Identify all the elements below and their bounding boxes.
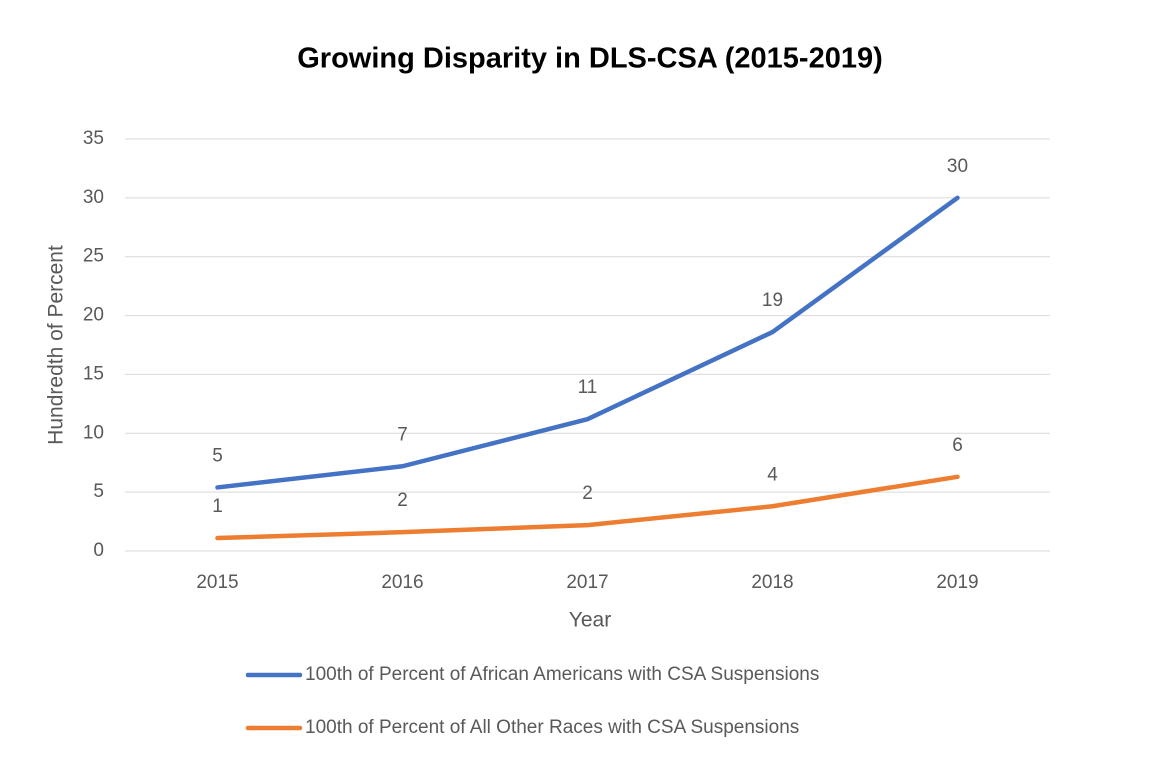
y-tick-label: 20	[83, 305, 104, 326]
chart-title: Growing Disparity in DLS-CSA (2015-2019)	[297, 43, 883, 75]
data-label: 4	[767, 464, 778, 485]
x-axis-title: Year	[569, 609, 611, 632]
data-label: 6	[952, 435, 963, 456]
y-tick-label: 35	[83, 128, 104, 149]
y-tick-label: 25	[83, 246, 104, 267]
x-tick-label: 2017	[566, 572, 608, 593]
legend-label: 100th of Percent of African Americans wi…	[305, 664, 819, 685]
y-tick-label: 15	[83, 363, 104, 384]
y-tick-label: 10	[83, 422, 104, 443]
x-tick-label: 2018	[751, 572, 793, 593]
x-tick-label: 2016	[381, 572, 423, 593]
y-tick-label: 30	[83, 187, 104, 208]
data-label: 1	[212, 496, 223, 517]
y-tick-label: 5	[93, 481, 104, 502]
data-label: 11	[578, 377, 598, 398]
x-tick-label: 2015	[196, 572, 238, 593]
legend-label: 100th of Percent of All Other Races with…	[305, 717, 799, 738]
series-line	[215, 474, 960, 541]
data-label: 19	[762, 290, 783, 311]
y-tick-label: 0	[93, 540, 104, 561]
data-label: 5	[212, 445, 223, 466]
x-tick-label: 2019	[936, 572, 978, 593]
data-label: 2	[397, 490, 408, 511]
data-label: 2	[582, 483, 593, 504]
series-line	[215, 195, 960, 490]
y-axis-title: Hundredth of Percent	[45, 245, 68, 445]
data-label: 30	[947, 156, 968, 177]
data-label: 7	[397, 424, 408, 445]
